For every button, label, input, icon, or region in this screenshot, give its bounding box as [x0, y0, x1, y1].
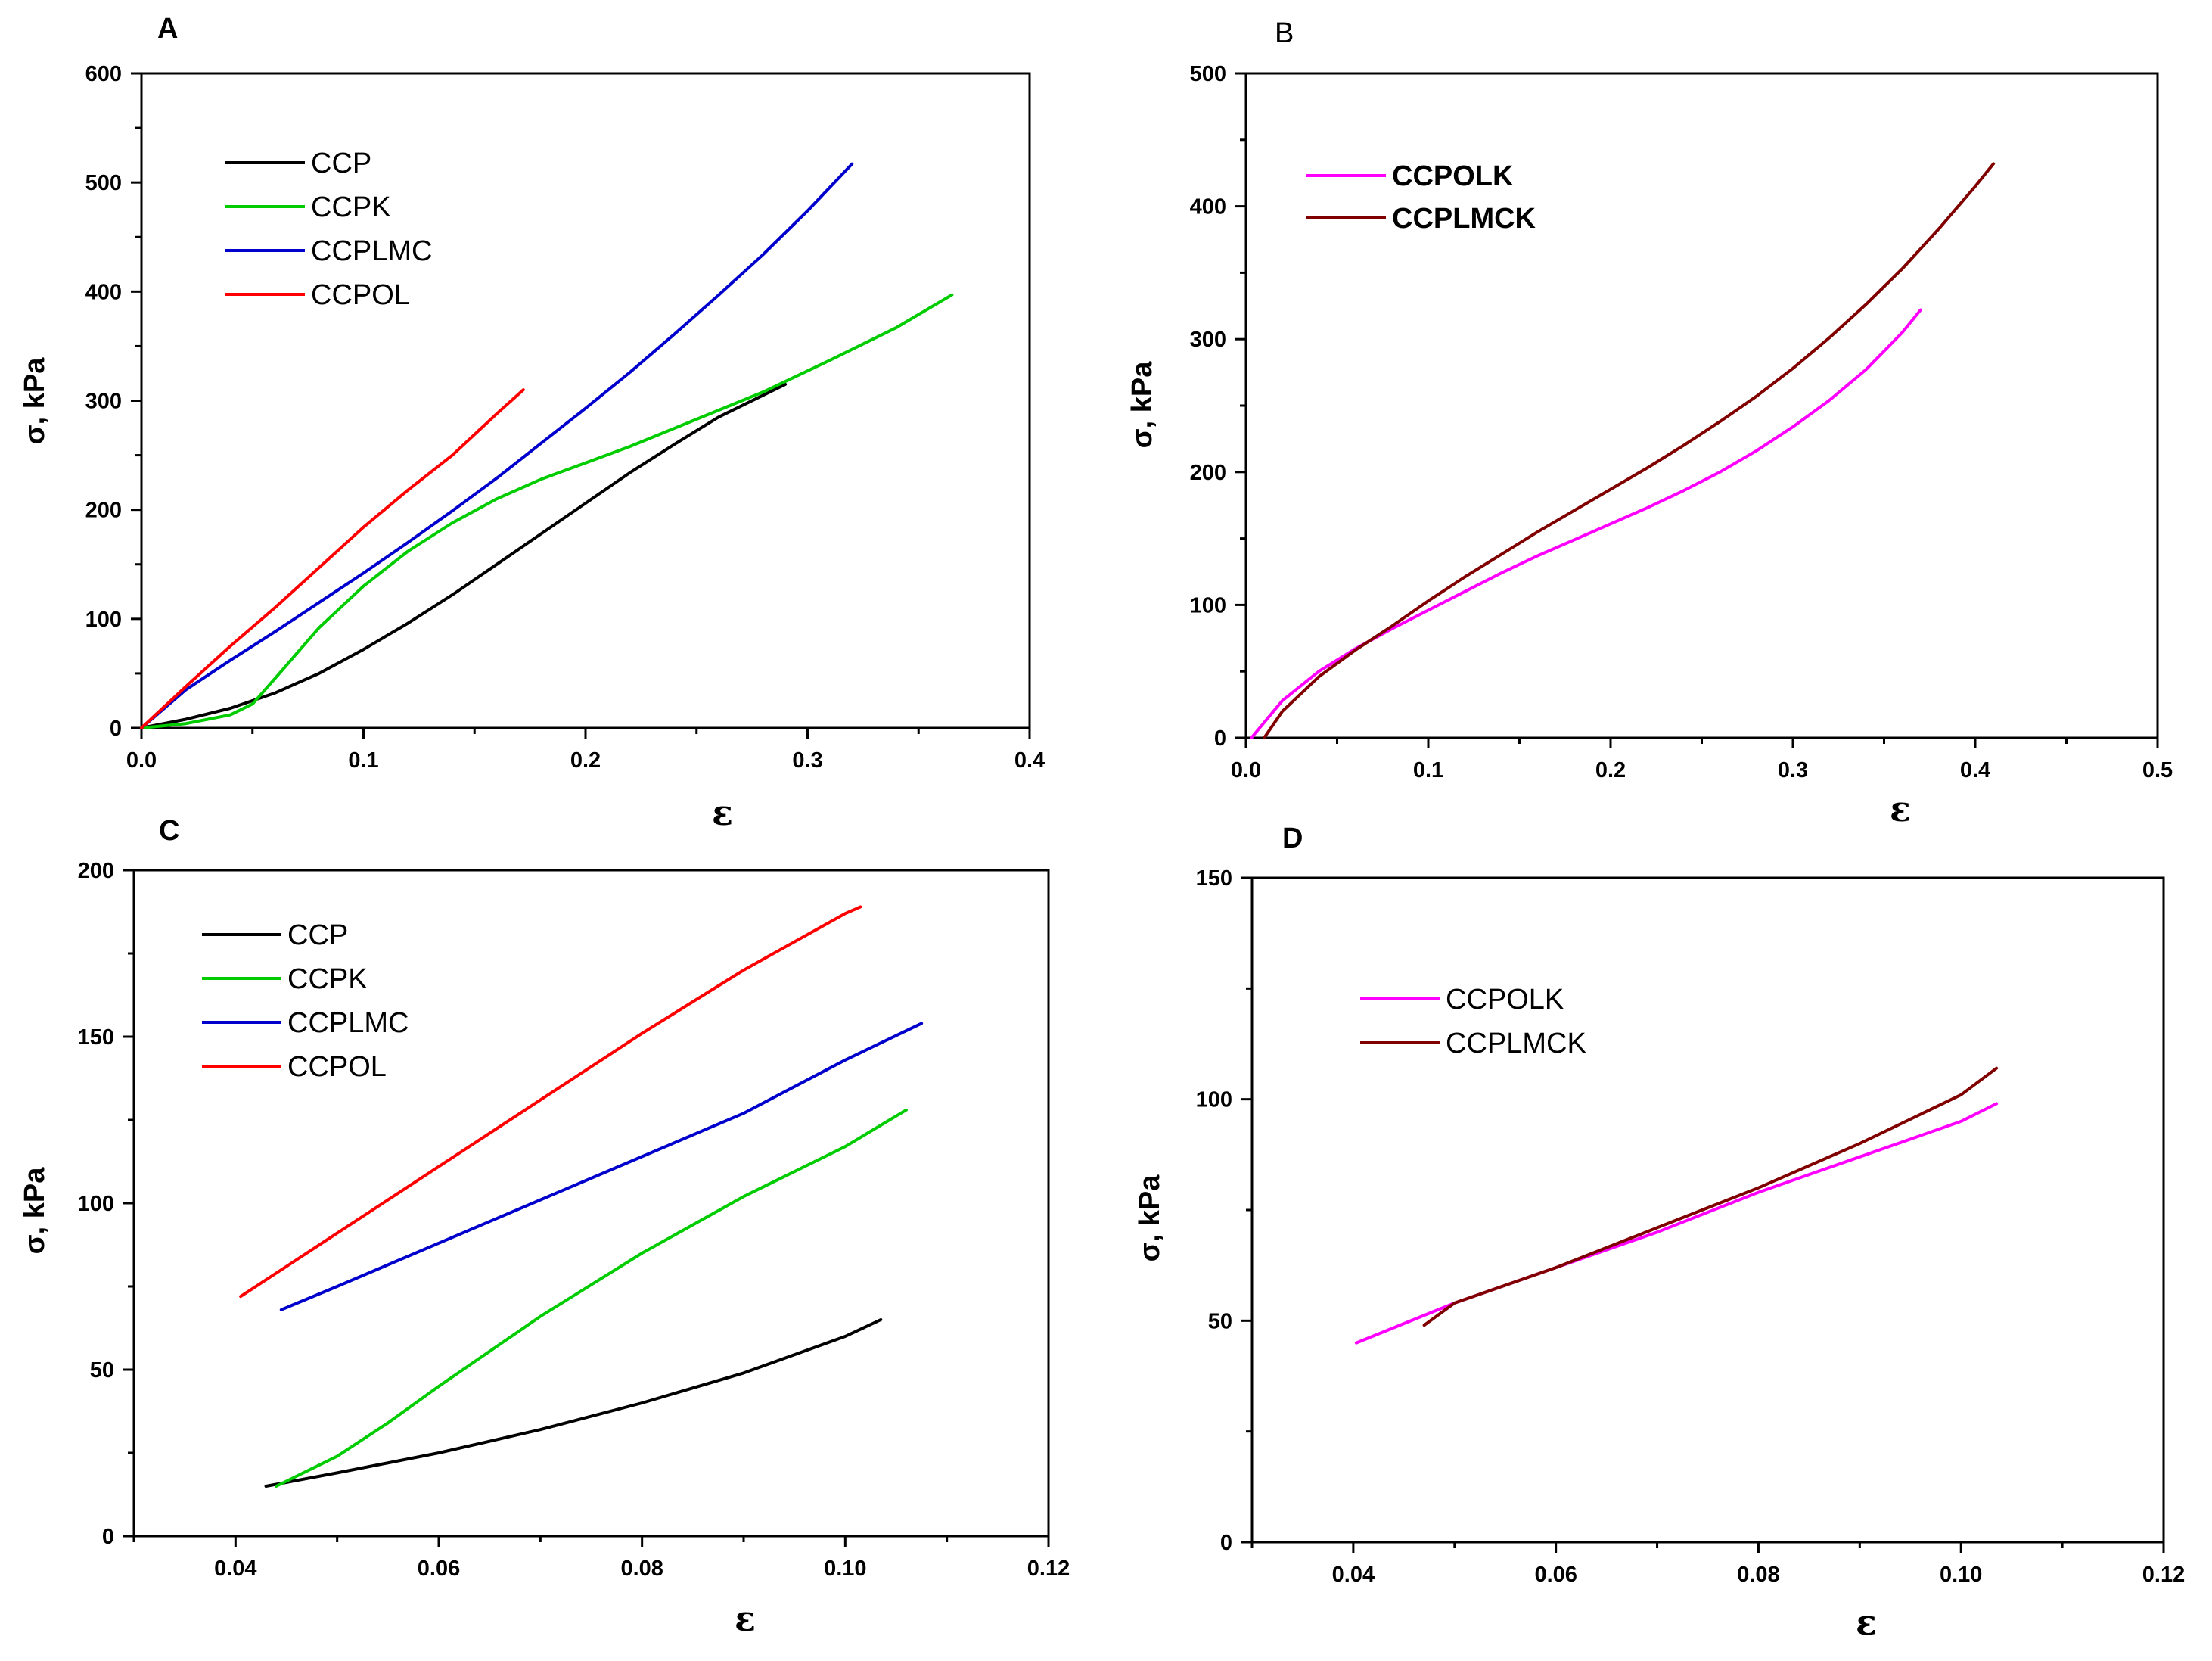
x-tick-label: 0.2	[570, 748, 601, 773]
x-axis-label: ε	[712, 792, 733, 833]
y-tick-label: 100	[1190, 593, 1226, 617]
plot-frame	[1250, 876, 2165, 1544]
y-tick-label: 100	[85, 608, 122, 632]
x-tick-label: 0.12	[1027, 1557, 1070, 1581]
chart-panel-d: 0.04 0.06 0.08 0.10 0.12 0 50 100 150 Dσ, kPa ε CCP…	[1134, 823, 2185, 1643]
y-tick-label: 100	[1196, 1088, 1232, 1112]
series-line-ccpol	[239, 905, 862, 1299]
legend: CCP CCPK CCPLMC CCPOL	[225, 148, 432, 311]
legend-label: CCP	[311, 148, 371, 179]
series-line-ccp	[140, 382, 788, 729]
legend-label: CCPOLK	[1446, 984, 1564, 1016]
x-tick-label: 0.2	[1595, 758, 1626, 782]
panel-letter: A	[157, 13, 178, 45]
y-tick-label: 400	[85, 280, 122, 304]
x-tick-label: 0.3	[792, 748, 822, 773]
y-tick-label: 200	[78, 859, 114, 883]
x-tick-label: 0.04	[214, 1557, 256, 1581]
x-tick-label: 0.5	[2142, 758, 2173, 782]
legend-label: CCPK	[311, 191, 391, 223]
x-tick-label: 0.0	[126, 748, 157, 773]
y-axis-label: σ, kPa	[19, 357, 51, 445]
x-axis-label: ε	[1890, 789, 1911, 829]
legend-label: CCPOL	[287, 1051, 387, 1083]
plot-frame	[1244, 72, 2159, 739]
legend: CCP CCPK CCPLMC CCPOL	[202, 919, 409, 1083]
chart-panel-b: 0.0 0.1 0.2 0.3 0.4 0.5 0 100 200 300 400 500 Bσ, kP…	[1126, 17, 2173, 829]
series-line-ccpk	[275, 1108, 908, 1488]
x-tick-label: 0.4	[1014, 748, 1045, 773]
series-line-ccpk	[140, 293, 954, 729]
y-tick-label: 600	[85, 62, 122, 86]
y-tick-label: 150	[1196, 866, 1232, 891]
y-tick-label: 500	[1190, 62, 1226, 86]
x-tick-label: 0.06	[1534, 1563, 1577, 1587]
series-line-ccpol	[140, 388, 525, 729]
legend-label: CCPLMC	[311, 235, 432, 267]
y-axis-label: σ, kPa	[1134, 1174, 1166, 1262]
x-tick-label: 0.06	[418, 1557, 460, 1581]
x-tick-label: 0.10	[824, 1557, 866, 1581]
y-tick-label: 400	[1190, 195, 1226, 219]
x-tick-label: 0.08	[620, 1557, 663, 1581]
legend-label: CCPLMCK	[1446, 1028, 1586, 1059]
chart-panel-c: 0.04 0.06 0.08 0.10 0.12 0 50 100 150 200 Cσ, kPa ε…	[19, 815, 1070, 1639]
y-tick-label: 0	[102, 1525, 114, 1549]
series-line-ccplmck	[1422, 1066, 1999, 1327]
legend-label: CCP	[287, 919, 348, 951]
x-tick-label: 0.04	[1332, 1563, 1375, 1587]
y-tick-label: 0	[110, 717, 122, 741]
y-tick-label: 50	[90, 1358, 114, 1383]
series-line-ccplmck	[1263, 162, 1996, 739]
legend-label: CCPOL	[311, 279, 410, 311]
x-tick-label: 0.12	[2142, 1563, 2185, 1587]
y-tick-label: 300	[85, 390, 122, 414]
x-tick-label: 0.3	[1778, 758, 1808, 782]
y-tick-label: 100	[78, 1192, 114, 1216]
panel-letter: C	[159, 815, 179, 847]
y-axis-label: σ, kPa	[19, 1167, 51, 1255]
y-tick-label: 300	[1190, 328, 1226, 352]
y-tick-label: 200	[1190, 461, 1226, 485]
legend-label: CCPLMC	[287, 1007, 409, 1039]
y-tick-label: 0	[1220, 1531, 1232, 1555]
y-axis-label: σ, kPa	[1126, 361, 1158, 449]
x-tick-label: 0.10	[1940, 1563, 1982, 1587]
series-line-ccplmc	[140, 162, 854, 729]
x-axis-label: ε	[1856, 1602, 1877, 1643]
series-line-ccplmc	[279, 1022, 924, 1311]
y-tick-label: 500	[85, 171, 122, 195]
y-tick-label: 200	[85, 499, 122, 523]
series-line-ccpolk	[1250, 308, 1922, 739]
chart-panel-a: 0.0 0.1 0.2 0.3 0.4 0 100 200 300 400 500 600 Aσ, kP…	[19, 13, 1045, 833]
y-tick-label: 0	[1214, 726, 1226, 751]
panel-letter: D	[1282, 823, 1303, 854]
series-line-ccp	[264, 1318, 883, 1488]
x-tick-label: 0.4	[1960, 758, 1990, 782]
x-tick-label: 0.1	[1413, 758, 1443, 782]
plot-frame	[132, 869, 1050, 1538]
x-tick-label: 0.1	[348, 748, 378, 773]
legend-label: CCPLMCK	[1392, 203, 1536, 235]
series-line-ccpolk	[1354, 1102, 1999, 1345]
x-axis-label: ε	[735, 1598, 756, 1639]
x-tick-label: 0.08	[1737, 1563, 1779, 1587]
x-tick-label: 0.0	[1231, 758, 1261, 782]
legend: CCPOLK CCPLMCK	[1360, 984, 1586, 1059]
panel-letter: B	[1275, 17, 1294, 49]
legend-label: CCPOLK	[1392, 160, 1514, 192]
plot-frame	[140, 72, 1031, 729]
legend: CCPOLK CCPLMCK	[1306, 160, 1536, 235]
y-tick-label: 150	[78, 1025, 114, 1050]
legend-label: CCPK	[287, 963, 368, 995]
y-tick-label: 50	[1208, 1309, 1232, 1333]
